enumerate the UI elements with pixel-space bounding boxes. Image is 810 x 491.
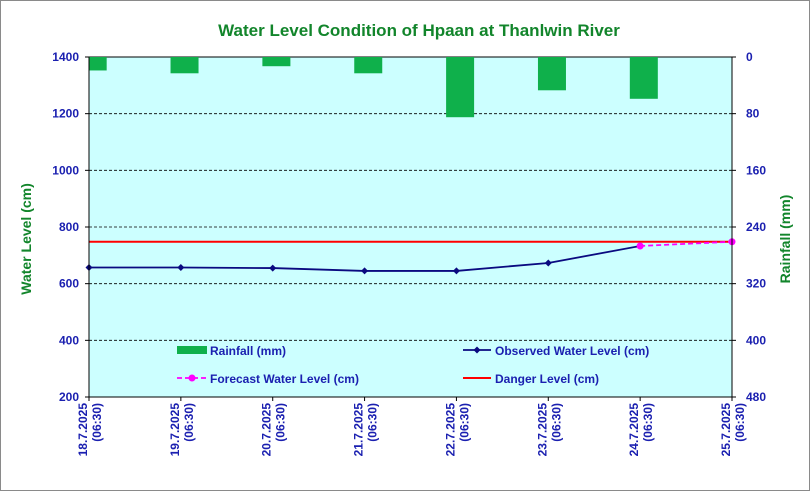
rainfall-bar: [262, 57, 291, 67]
y-tick-label: 1000: [52, 163, 79, 177]
x-tick-label: (06:30): [733, 403, 747, 442]
observed-level-point: [361, 267, 369, 275]
x-tick-label: (06:30): [457, 403, 471, 442]
y2-tick-label: 0: [746, 50, 753, 64]
x-tick-label: (06:30): [90, 403, 104, 442]
rainfall-bars: [89, 57, 658, 118]
observed-level-point: [269, 264, 277, 272]
x-tick-label: 18.7.2025: [76, 403, 90, 457]
forecast-level-point: [636, 242, 644, 250]
x-tick-label: (06:30): [641, 403, 655, 442]
x-tick-label: (06:30): [182, 403, 196, 442]
x-tick-label-group: 23.7.2025 (06:30): [535, 403, 563, 457]
x-tick-label: 23.7.2025: [535, 403, 549, 457]
x-tick-label-group: 25.7.2025 (06:30): [719, 403, 747, 457]
x-tick-label-group: 19.7.2025 (06:30): [168, 403, 196, 457]
x-tick-label: (06:30): [366, 403, 380, 442]
x-tick-label-group: 18.7.2025 (06:30): [76, 403, 104, 457]
x-tick-label: (06:30): [274, 403, 288, 442]
legend-label-danger: Danger Level (cm): [495, 372, 599, 386]
observed-level-point: [177, 264, 185, 272]
y-tick-label: 1400: [52, 50, 79, 64]
x-tick-label: 22.7.2025: [443, 403, 457, 457]
y2-axis-title: Rainfall (mm): [777, 195, 793, 284]
forecast-level-line: [640, 240, 733, 247]
x-tick-label-group: 24.7.2025 (06:30): [627, 403, 655, 457]
axes: 200 400 600 800 1000 1200 1400 0 80 160 240 320 400 4…: [52, 50, 766, 456]
y2-tick-label: 320: [746, 277, 766, 291]
y-axis-title: Water Level (cm): [18, 183, 34, 295]
y-tick-label: 800: [59, 220, 79, 234]
rainfall-bar: [537, 57, 566, 91]
gridlines: [89, 56, 732, 341]
legend-swatch-rainfall: [177, 346, 207, 354]
x-tick-label: (06:30): [549, 403, 563, 442]
legend-label-observed: Observed Water Level (cm): [495, 344, 649, 358]
x-tick-label-group: 21.7.2025 (06:30): [352, 403, 380, 457]
level-lines: [85, 238, 736, 275]
y2-tick-label: 480: [746, 390, 766, 404]
rainfall-bar: [89, 57, 107, 71]
chart-title: Water Level Condition of Hpaan at Thanlw…: [218, 21, 620, 40]
legend-label-forecast: Forecast Water Level (cm): [210, 372, 359, 386]
rainfall-bar: [446, 57, 475, 118]
x-tick-label-group: 20.7.2025 (06:30): [260, 403, 288, 457]
x-tick-label: 20.7.2025: [260, 403, 274, 457]
y2-tick-label: 240: [746, 220, 766, 234]
y-tick-label: 400: [59, 333, 79, 347]
x-tick-label: 24.7.2025: [627, 403, 641, 457]
x-tick-label-group: 22.7.2025 (06:30): [443, 403, 471, 457]
observed-level-point: [544, 259, 552, 267]
legend-marker-forecast: [188, 374, 196, 382]
observed-level-point: [452, 267, 460, 275]
x-tick-label: 25.7.2025: [719, 403, 733, 457]
y-tick-label: 600: [59, 277, 79, 291]
legend: Rainfall (mm) Observed Water Level (cm) Fo…: [177, 344, 649, 386]
x-tick-label: 21.7.2025: [352, 403, 366, 457]
rainfall-bar: [629, 57, 658, 99]
y-tick-label: 200: [59, 390, 79, 404]
rainfall-bar: [354, 57, 383, 74]
y2-tick-label: 400: [746, 333, 766, 347]
y2-tick-label: 160: [746, 163, 766, 177]
rainfall-bar: [170, 57, 199, 74]
legend-label-rainfall: Rainfall (mm): [210, 344, 286, 358]
x-tick-label: 19.7.2025: [168, 403, 182, 457]
y2-tick-label: 80: [746, 107, 760, 121]
legend-marker-observed: [473, 346, 481, 354]
y-tick-label: 1200: [52, 107, 79, 121]
